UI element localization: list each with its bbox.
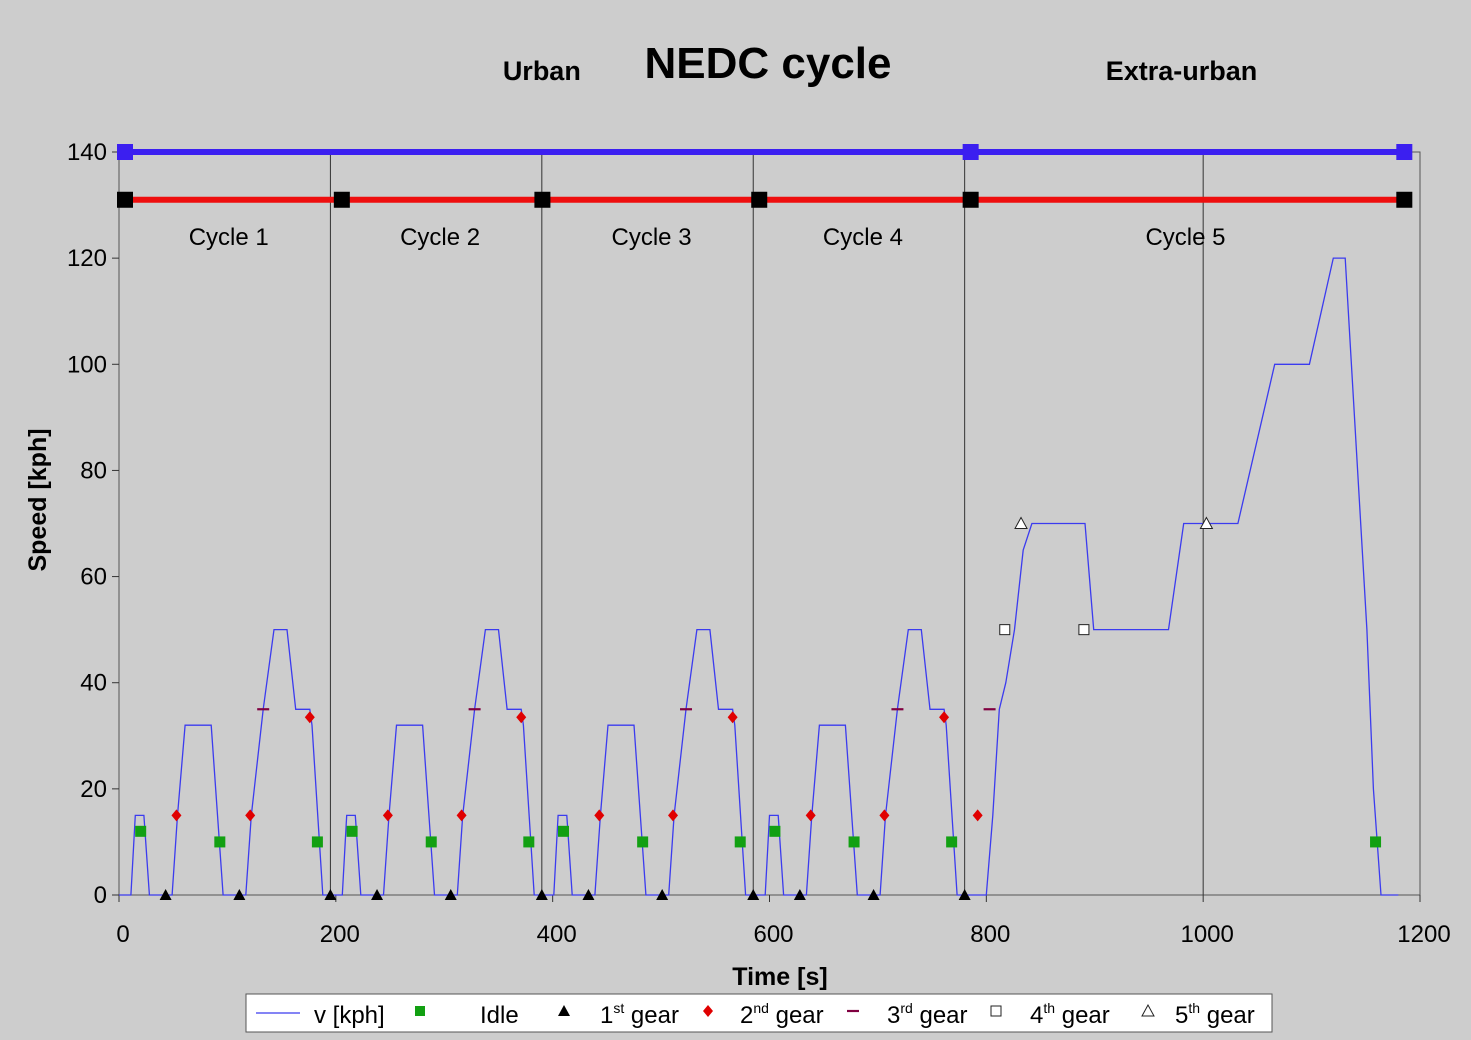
gear1-marker [535, 889, 548, 900]
y-tick-label: 20 [80, 776, 107, 803]
idle-marker [135, 825, 147, 837]
gear5-marker [1014, 516, 1028, 529]
y-tick-label: 100 [67, 351, 107, 378]
idle-marker [558, 825, 570, 837]
legend-label: 1st gear [600, 1000, 679, 1029]
y-tick-label: 120 [67, 245, 107, 272]
phase-labels: Urban Extra-urban [503, 56, 1257, 86]
legend: v [kph] Idle 1st gear 2nd gear 3rd gear 4th g… [256, 1000, 1255, 1029]
gear2-marker [805, 809, 816, 822]
idle-marker [734, 836, 746, 848]
cycle-label: Cycle 4 [823, 224, 903, 251]
gear2-marker [668, 809, 679, 822]
idle-marker [523, 836, 535, 848]
range-bar-marker [117, 144, 133, 160]
x-tick-label: 0 [116, 921, 129, 948]
idle-marker [311, 836, 323, 848]
legend-label: v [kph] [314, 1002, 385, 1029]
gear1-marker [656, 889, 669, 900]
x-axis-ticks: 0 200 400 600 800 1000 1200 [116, 895, 1451, 948]
gear1-marker [958, 889, 971, 900]
phase-label: Extra-urban [1106, 56, 1258, 86]
speed-series [119, 257, 1399, 896]
cycle-labels: Cycle 1 Cycle 2 Cycle 3 Cycle 4 Cycle 5 [189, 224, 1226, 251]
idle-marker [346, 825, 358, 837]
gear2-marker [382, 809, 393, 822]
cycle-label: Cycle 3 [612, 224, 692, 251]
gear2-marker [245, 809, 256, 822]
x-tick-label: 1000 [1180, 921, 1233, 948]
legend-gear5-symbol [1141, 1003, 1155, 1017]
y-tick-label: 140 [67, 139, 107, 166]
range-bar-marker [1396, 144, 1413, 160]
gear2-marker [516, 711, 527, 724]
y-axis-ticks: 0 20 40 60 80 100 120 140 [67, 139, 119, 909]
legend-gear4-symbol [990, 1005, 1002, 1017]
y-tick-label: 0 [94, 882, 107, 909]
gear-markers [135, 516, 1382, 900]
legend-gear2-symbol [703, 1005, 713, 1017]
gear4-marker [1078, 624, 1090, 636]
y-axis-label: Speed [kph] [24, 428, 52, 571]
idle-marker [1370, 836, 1382, 848]
gear2-marker [171, 809, 182, 822]
gear1-marker [371, 889, 384, 900]
gear1-marker [324, 889, 337, 900]
range-bar-marker [751, 191, 768, 208]
idle-marker [848, 836, 860, 848]
gear2-marker [456, 809, 467, 822]
cycle-range-bars [117, 144, 1413, 208]
y-tick-label: 60 [80, 564, 107, 591]
x-tick-label: 400 [537, 921, 577, 948]
legend-label: Idle [480, 1002, 519, 1029]
x-tick-label: 800 [970, 921, 1010, 948]
x-tick-label: 1200 [1397, 921, 1450, 948]
speed-line [119, 257, 1399, 896]
idle-marker [214, 836, 226, 848]
gear1-marker [793, 889, 806, 900]
gear4-marker [999, 624, 1011, 636]
cycle-label: Cycle 2 [400, 224, 480, 251]
y-tick-label: 40 [80, 670, 107, 697]
x-tick-label: 600 [753, 921, 793, 948]
chart-title: NEDC cycle [644, 39, 891, 88]
range-bar-marker [962, 144, 979, 160]
gear1-marker [444, 889, 457, 900]
idle-marker [637, 836, 649, 848]
legend-label: 5th gear [1175, 1000, 1255, 1029]
y-tick-label: 80 [80, 457, 107, 484]
range-bar-marker [962, 191, 979, 208]
gear2-marker [939, 711, 950, 724]
legend-label: 4th gear [1030, 1000, 1110, 1029]
gear1-marker [159, 889, 172, 900]
phase-label: Urban [503, 56, 581, 86]
idle-marker [425, 836, 437, 848]
legend-gear1-symbol [558, 1005, 570, 1016]
range-bar-marker [534, 191, 551, 208]
idle-marker [769, 825, 781, 837]
cycle-label: Cycle 5 [1145, 224, 1225, 251]
gear2-marker [972, 809, 983, 822]
gear1-marker [747, 889, 760, 900]
idle-marker [946, 836, 958, 848]
x-axis-label: Time [s] [732, 963, 827, 991]
gear1-marker [582, 889, 595, 900]
legend-idle-symbol [415, 1006, 425, 1016]
range-bar-marker [1396, 191, 1413, 208]
gear2-marker [594, 809, 605, 822]
range-bar-marker [117, 191, 133, 208]
legend-label: 3rd gear [887, 1000, 968, 1029]
gear2-marker [879, 809, 890, 822]
cycle-label: Cycle 1 [189, 224, 269, 251]
x-tick-label: 200 [320, 921, 360, 948]
gear1-marker [233, 889, 246, 900]
gear2-marker [727, 711, 738, 724]
gear5-marker [1199, 516, 1214, 529]
gear2-marker [304, 711, 315, 724]
range-bar-marker [333, 191, 350, 208]
legend-label: 2nd gear [740, 1000, 824, 1029]
gear1-marker [867, 889, 880, 900]
